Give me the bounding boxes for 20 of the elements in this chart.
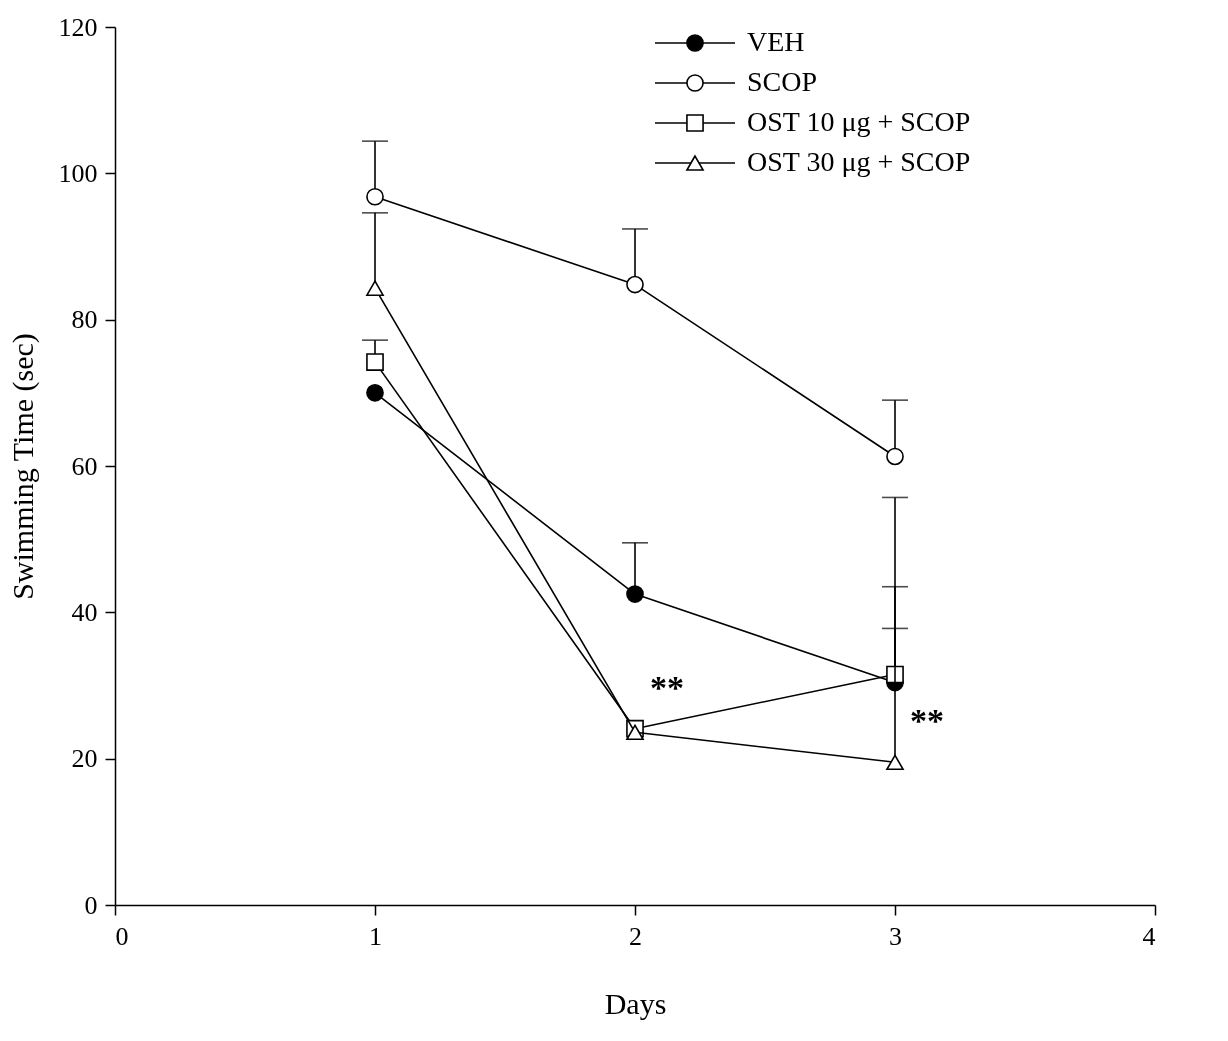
x-tick-label: 2 — [629, 921, 642, 951]
x-axis-title: Days — [604, 986, 667, 1020]
legend-label: VEH — [747, 26, 805, 57]
y-axis-title: Swimming Time (sec) — [5, 333, 40, 600]
legend-label: OST 10 μg + SCOP — [747, 106, 971, 137]
annotation: ** — [910, 702, 944, 740]
y-tick-label: 80 — [71, 305, 98, 335]
x-tick-label: 0 — [115, 921, 129, 951]
legend-label: SCOP — [747, 66, 818, 97]
y-tick-label: 120 — [58, 12, 98, 42]
y-tick-label: 40 — [71, 597, 98, 627]
y-tick-label: 0 — [84, 890, 98, 920]
y-tick-label: 20 — [71, 744, 98, 774]
x-tick-label: 3 — [889, 921, 902, 951]
y-tick-label: 100 — [58, 158, 98, 188]
y-tick-label: 60 — [71, 451, 98, 481]
x-tick-label: 4 — [1142, 921, 1156, 951]
legend-label: OST 30 μg + SCOP — [747, 146, 971, 177]
annotation: ** — [650, 668, 684, 706]
x-tick-label: 1 — [369, 921, 382, 951]
